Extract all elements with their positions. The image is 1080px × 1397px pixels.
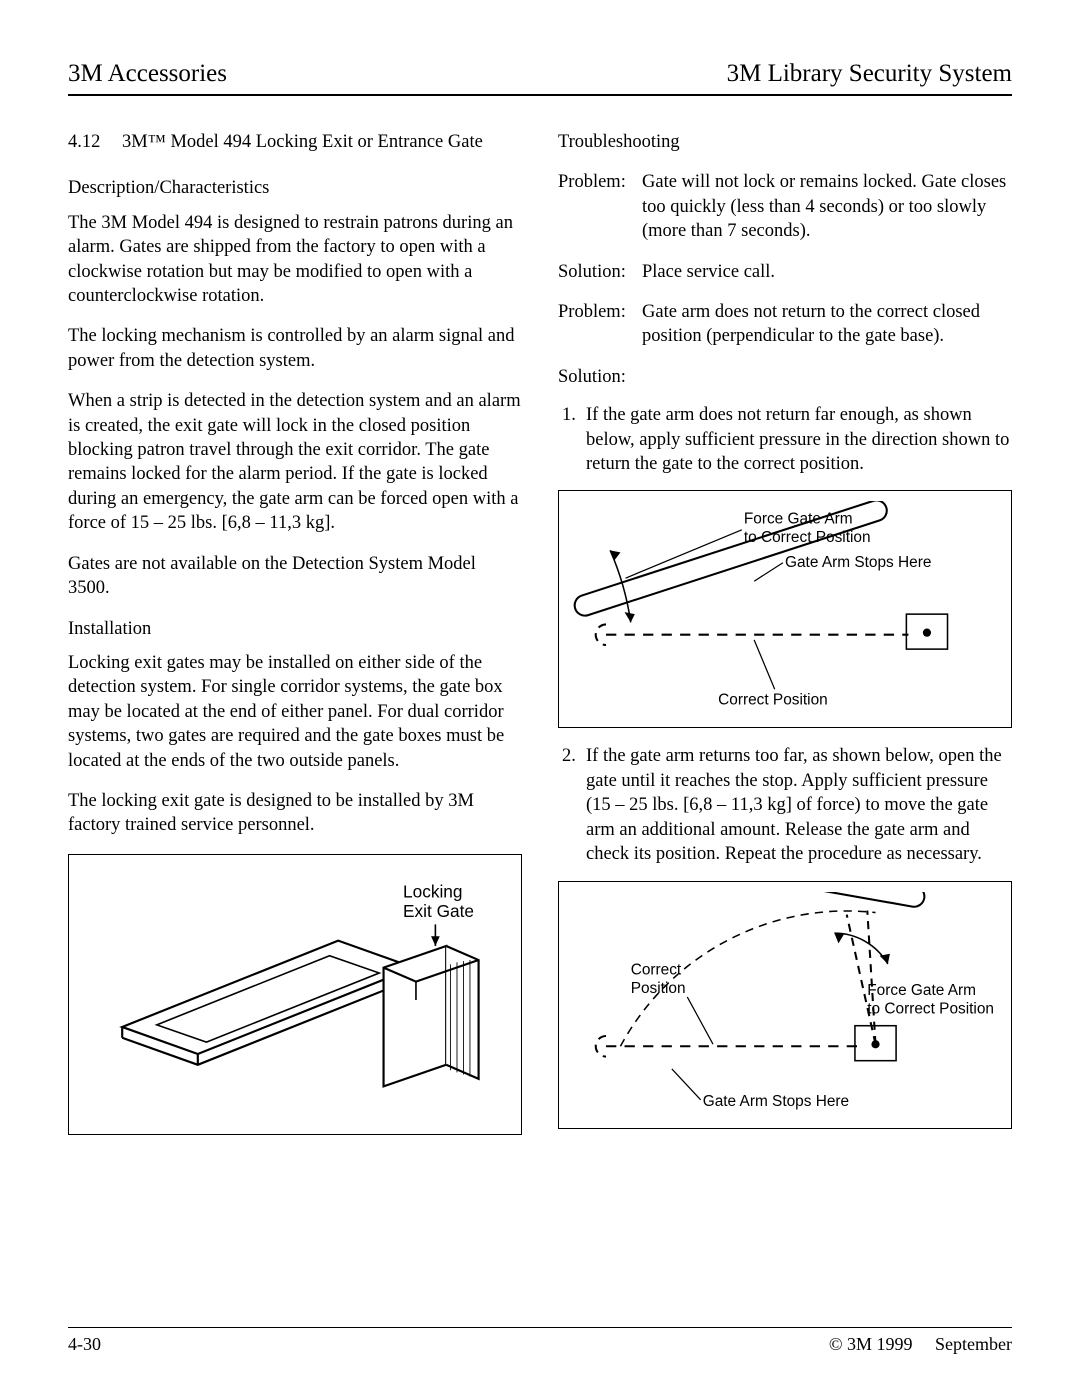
footer-copyright: © 3M 1999	[829, 1334, 913, 1354]
step-number: 1.	[562, 403, 586, 476]
para-3: When a strip is detected in the detectio…	[68, 389, 522, 535]
footer-page: 4-30	[68, 1334, 101, 1355]
figure-2-gate-arm-not-far-enough: Force Gate Arm to Correct Position Gate …	[558, 490, 1012, 728]
solution-label: Solution:	[558, 365, 642, 389]
solution-step-2: 2. If the gate arm returns too far, as s…	[562, 744, 1012, 866]
para-6: The locking exit gate is designed to be …	[68, 789, 522, 838]
fig3-correct-2: Position	[631, 979, 686, 996]
fig2-force-1: Force Gate Arm	[744, 511, 853, 528]
figure-3-gate-arm-too-far: Correct Position Force Gate Arm to Corre…	[558, 881, 1012, 1129]
step-number: 2.	[562, 744, 586, 866]
step-2-text: If the gate arm returns too far, as show…	[586, 744, 1012, 866]
section-number: 4.12	[68, 130, 122, 154]
troubleshooting-heading: Troubleshooting	[558, 130, 1012, 154]
para-4: Gates are not available on the Detection…	[68, 552, 522, 601]
para-1: The 3M Model 494 is designed to restrain…	[68, 211, 522, 309]
solution-2: Solution:	[558, 365, 1012, 389]
problem-1: Problem: Gate will not lock or remains l…	[558, 170, 1012, 243]
section-title-text: 3M™ Model 494 Locking Exit or Entrance G…	[122, 130, 522, 154]
solution-1: Solution: Place service call.	[558, 260, 1012, 284]
gate-arm-diagram-1: Force Gate Arm to Correct Position Gate …	[569, 501, 1001, 717]
solution-2-empty	[642, 365, 1012, 389]
problem-2-text: Gate arm does not return to the correct …	[642, 300, 1012, 349]
left-column: 4.12 3M™ Model 494 Locking Exit or Entra…	[68, 130, 522, 1151]
fig2-force-2: to Correct Position	[744, 530, 871, 547]
fig1-label-2: Exit Gate	[403, 901, 474, 921]
page-header: 3M Accessories 3M Library Security Syste…	[68, 60, 1012, 96]
para-2: The locking mechanism is controlled by a…	[68, 324, 522, 373]
figure-1-locking-exit-gate: Locking Exit Gate	[68, 854, 522, 1135]
para-5: Locking exit gates may be installed on e…	[68, 651, 522, 773]
problem-2: Problem: Gate arm does not return to the…	[558, 300, 1012, 349]
locking-gate-diagram: Locking Exit Gate	[79, 865, 511, 1124]
fig1-label-1: Locking	[403, 881, 463, 901]
page-footer: 4-30 © 3M 1999 September	[68, 1327, 1012, 1355]
header-left: 3M Accessories	[68, 60, 227, 88]
description-heading: Description/Characteristics	[68, 176, 522, 200]
right-column: Troubleshooting Problem: Gate will not l…	[558, 130, 1012, 1151]
fig2-stops: Gate Arm Stops Here	[785, 554, 931, 571]
solution-label: Solution:	[558, 260, 642, 284]
footer-date: September	[935, 1334, 1012, 1354]
problem-1-text: Gate will not lock or remains locked. Ga…	[642, 170, 1012, 243]
step-1-text: If the gate arm does not return far enou…	[586, 403, 1012, 476]
installation-heading: Installation	[68, 617, 522, 641]
fig3-force-1: Force Gate Arm	[867, 981, 976, 998]
fig3-force-2: to Correct Position	[867, 1000, 994, 1017]
fig3-correct-1: Correct	[631, 961, 682, 978]
solution-1-text: Place service call.	[642, 260, 1012, 284]
content-columns: 4.12 3M™ Model 494 Locking Exit or Entra…	[68, 130, 1012, 1151]
problem-label: Problem:	[558, 300, 642, 349]
footer-right: © 3M 1999 September	[811, 1334, 1012, 1355]
section-heading: 4.12 3M™ Model 494 Locking Exit or Entra…	[68, 130, 522, 154]
solution-step-1: 1. If the gate arm does not return far e…	[562, 403, 1012, 476]
fig3-stops: Gate Arm Stops Here	[703, 1092, 849, 1109]
gate-arm-diagram-2: Correct Position Force Gate Arm to Corre…	[569, 892, 1001, 1118]
header-right: 3M Library Security System	[727, 60, 1012, 88]
fig2-correct: Correct Position	[718, 692, 828, 709]
problem-label: Problem:	[558, 170, 642, 243]
